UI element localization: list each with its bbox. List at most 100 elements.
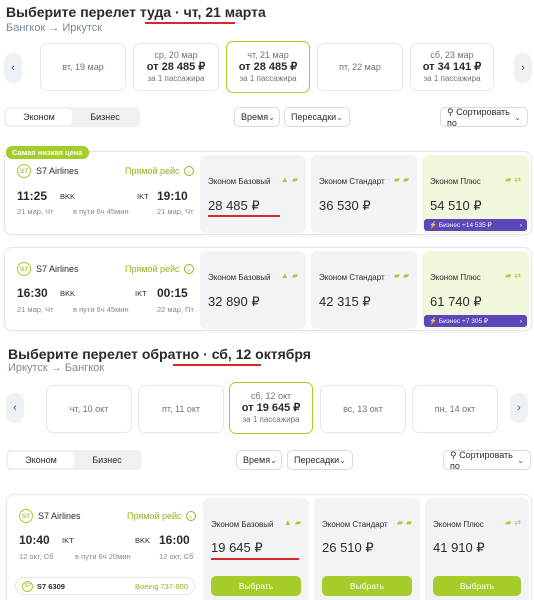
business-tab[interactable]: Бизнес	[90, 112, 120, 122]
transfers-dropdown[interactable]: Пересадки ⌄	[287, 450, 353, 470]
class-toggle: Эконом Бизнес	[6, 450, 142, 470]
select-fare-button[interactable]: Выбрать	[211, 576, 301, 596]
chevron-down-icon: ⌄	[336, 112, 343, 122]
class-toggle: Эконом Бизнес	[4, 107, 140, 127]
highlight-underline	[145, 22, 235, 24]
duration: в пути 6ч 45мин	[73, 305, 129, 314]
s7-logo-icon: S7	[17, 262, 31, 276]
highlight-underline	[173, 364, 261, 366]
next-dates-button[interactable]: ›	[514, 53, 532, 83]
direct-flight-label[interactable]: Прямой рейс ⌄	[127, 511, 196, 521]
date-option[interactable]: ср, 20 мар от 28 485 ₽ за 1 пассажира	[133, 43, 219, 91]
date-option[interactable]: чт, 10 окт	[46, 385, 132, 433]
time-dropdown[interactable]: Время ⌄	[234, 107, 280, 127]
fare-economy-basic[interactable]: Эконом Базовый ▲ ▰ 32 890 ₽	[200, 251, 306, 329]
date-option[interactable]: вс, 13 окт	[320, 385, 406, 433]
direct-flight-label[interactable]: Прямой рейс ⌄	[125, 264, 194, 274]
date-option-selected[interactable]: чт, 21 мар от 28 485 ₽ за 1 пассажира	[226, 41, 310, 93]
arrival-time: 00:15	[157, 286, 188, 300]
fare-economy-basic[interactable]: Эконом Базовый ▲ ▰ 19 645 ₽ Выбрать	[203, 498, 309, 600]
bag-icon: ▰	[505, 271, 512, 280]
economy-tab[interactable]: Эконом	[6, 109, 72, 125]
airline: S7 S7 Airlines	[17, 164, 79, 178]
lowest-price-badge: Самая низкая цена	[6, 146, 89, 159]
bag-icon: ▰	[291, 271, 298, 280]
business-tab[interactable]: Бизнес	[92, 455, 122, 465]
exchange-icon: ⇄	[514, 518, 521, 527]
select-fare-button[interactable]: Выбрать	[433, 576, 521, 596]
transfers-dropdown[interactable]: Пересадки ⌄	[284, 107, 350, 127]
date-option[interactable]: сб, 23 мар от 34 141 ₽ за 1 пассажира	[410, 43, 494, 91]
chevron-down-icon: ⌄	[339, 455, 346, 465]
arrival-code: IKT	[135, 289, 147, 298]
chevron-left-icon: ‹	[13, 402, 17, 414]
bag-icon: ▰	[291, 175, 298, 184]
fare-economy-plus[interactable]: Эконом Плюс ▰ ⇄ 41 910 ₽ Выбрать	[425, 498, 529, 600]
outbound-title: Выберите перелет туда · чт, 21 марта	[6, 4, 266, 20]
flight-number: S7 6309	[37, 581, 65, 591]
bolt-icon: ⚡	[429, 222, 439, 229]
bag-icon: ▰	[396, 518, 403, 527]
arrival-date: 12 окт, Сб	[159, 552, 194, 561]
chevron-right-icon: ›	[521, 62, 525, 74]
flight-details-chip[interactable]: S7 S7 6309 Boeing 737-800	[15, 577, 195, 595]
s7-logo-icon: S7	[17, 164, 31, 178]
sort-dropdown[interactable]: ⚲ Сортировать по ⌄	[443, 450, 531, 471]
bag-icon: ▰	[405, 518, 412, 527]
aircraft-type: Boeing 737-800	[135, 581, 188, 591]
bag-icon: ▰	[505, 175, 512, 184]
bag-icon: ▰	[294, 518, 301, 527]
direct-flight-label[interactable]: Прямой рейс ⌄	[125, 166, 194, 176]
return-title: Выберите перелет обратно · сб, 12 октябр…	[8, 346, 311, 362]
fare-economy-standard[interactable]: Эконом Стандарт ▰ ▰ 26 510 ₽ Выбрать	[314, 498, 420, 600]
next-dates-button[interactable]: ›	[510, 393, 528, 423]
departure-time: 10:40	[19, 533, 50, 547]
arrival-code: IKT	[137, 192, 149, 201]
chevron-left-icon: ‹	[11, 62, 15, 74]
return-date: сб, 12 октября	[211, 346, 311, 362]
date-option[interactable]: вт, 19 мар	[40, 43, 126, 91]
exchange-icon: ⇄	[514, 271, 521, 280]
fare-economy-plus[interactable]: Эконом Плюс ▰ ⇄ 54 510 ₽ ⚡ Бизнес +14 535…	[422, 155, 529, 233]
flight-card[interactable]: S7 S7 Airlines Прямой рейс ⌄ 16:30 BKK IK…	[4, 247, 532, 331]
sort-dropdown[interactable]: ⚲ Сортировать по ⌄	[440, 107, 528, 128]
highlight-underline	[211, 558, 299, 560]
highlight-underline	[208, 215, 280, 217]
fare-economy-standard[interactable]: Эконом Стандарт ▰ ▰ 36 530 ₽	[311, 155, 417, 233]
bolt-icon: ⚡	[429, 318, 439, 325]
business-upsell[interactable]: ⚡ Бизнес +14 535 ₽ ›	[424, 219, 527, 231]
chevron-down-icon: ⌄	[185, 511, 196, 521]
date-option[interactable]: пн, 14 окт	[412, 385, 498, 433]
time-dropdown[interactable]: Время ⌄	[236, 450, 282, 470]
arrival-time: 16:00	[159, 533, 190, 547]
arrival-time: 19:10	[157, 189, 188, 203]
flight-card[interactable]: S7 S7 Airlines Прямой рейс ⌄ 10:40 IKT BK…	[6, 494, 532, 600]
select-fare-button[interactable]: Выбрать	[322, 576, 412, 596]
chevron-down-icon: ⌄	[268, 112, 275, 122]
flight-card[interactable]: S7 S7 Airlines Прямой рейс ⌄ 11:25 BKK IK…	[4, 151, 532, 235]
departure-date: 21 мар, Чт	[17, 207, 54, 216]
chevron-right-icon: ›	[519, 317, 522, 325]
business-upsell[interactable]: ⚡ Бизнес +7 305 ₽ ›	[424, 315, 527, 327]
bag-icon: ▲	[280, 271, 289, 280]
prev-dates-button[interactable]: ‹	[4, 53, 22, 83]
airline: S7 S7 Airlines	[17, 262, 79, 276]
outbound-date: чт, 21 марта	[183, 4, 266, 20]
bag-icon: ▲	[280, 175, 289, 184]
date-option[interactable]: пт, 22 мар	[317, 43, 403, 91]
duration: в пути 6ч 45мин	[73, 207, 129, 216]
chevron-down-icon: ⌄	[183, 166, 194, 176]
chevron-right-icon: ›	[517, 402, 521, 414]
prev-dates-button[interactable]: ‹	[6, 393, 24, 423]
chevron-down-icon: ⌄	[270, 455, 277, 465]
departure-time: 16:30	[17, 286, 48, 300]
fare-economy-plus[interactable]: Эконом Плюс ▰ ⇄ 61 740 ₽ ⚡ Бизнес +7 305 …	[422, 251, 529, 329]
s7-logo-icon: S7	[19, 509, 33, 523]
date-option[interactable]: пт, 11 окт	[138, 385, 224, 433]
fare-economy-basic[interactable]: Эконом Базовый ▲ ▰ 28 485 ₽	[200, 155, 306, 233]
date-option-selected[interactable]: сб, 12 окт от 19 645 ₽ за 1 пассажира	[229, 382, 313, 434]
fare-economy-standard[interactable]: Эконом Стандарт ▰ ▰ 42 315 ₽	[311, 251, 417, 329]
bag-icon: ▰	[402, 175, 409, 184]
economy-tab[interactable]: Эконом	[8, 452, 74, 468]
arrival-code: BKK	[135, 536, 151, 545]
